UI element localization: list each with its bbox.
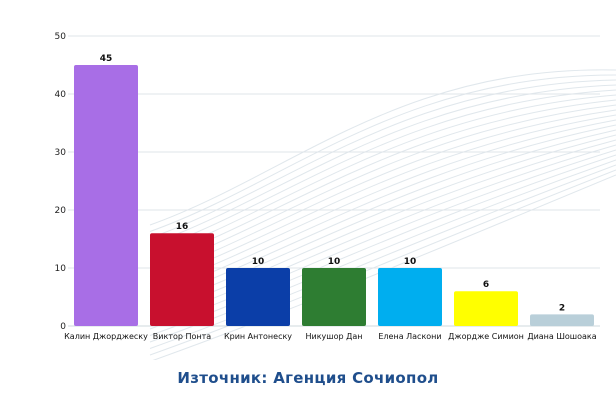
category-label: Виктор Понта xyxy=(153,332,211,341)
bar xyxy=(530,314,594,326)
category-label: Диана Шошоака xyxy=(527,332,596,341)
category-label: Калин Джорджеску xyxy=(64,332,148,341)
data-label: 2 xyxy=(559,303,565,313)
bar xyxy=(302,268,366,326)
data-label: 6 xyxy=(483,280,489,290)
y-tick-label: 0 xyxy=(60,322,66,332)
y-tick-label: 40 xyxy=(55,90,67,100)
category-label: Елена Ласкони xyxy=(378,332,441,341)
bar xyxy=(150,233,214,326)
data-label: 10 xyxy=(328,257,341,267)
background-wave-line xyxy=(149,94,616,258)
source-caption: Източник: Агенция Сочиопол xyxy=(177,369,439,387)
background-wave-line xyxy=(149,69,616,226)
data-label: 45 xyxy=(100,54,113,64)
gridlines xyxy=(68,35,600,269)
background-wave-line xyxy=(149,114,616,284)
bar xyxy=(226,268,290,326)
background-wave-line xyxy=(149,79,616,239)
category-label: Крин Антонеску xyxy=(224,332,292,341)
data-label: 10 xyxy=(252,257,265,267)
y-tick-label: 20 xyxy=(55,206,67,216)
data-label: 16 xyxy=(176,222,189,232)
bar xyxy=(378,268,442,326)
category-label: Никушор Дан xyxy=(306,332,363,341)
bars: 45 Калин Джорджеску 16 Виктор Понта 10 Крин А… xyxy=(64,54,597,341)
y-tick-label: 10 xyxy=(55,264,67,274)
background-wave-line xyxy=(149,84,616,245)
background-wave-line xyxy=(149,74,616,232)
y-tick-label: 50 xyxy=(55,32,67,42)
data-label: 10 xyxy=(404,257,417,267)
bar xyxy=(454,291,518,326)
background-wave-line xyxy=(149,89,616,252)
category-label: Джордже Симион xyxy=(448,332,524,341)
y-tick-label: 30 xyxy=(55,148,67,158)
bar-chart: 0 10 20 30 40 50 45 Калин Джорджеску 16 Виктор П… xyxy=(55,32,616,360)
bar xyxy=(74,65,138,326)
y-axis: 0 10 20 30 40 50 xyxy=(55,32,67,332)
